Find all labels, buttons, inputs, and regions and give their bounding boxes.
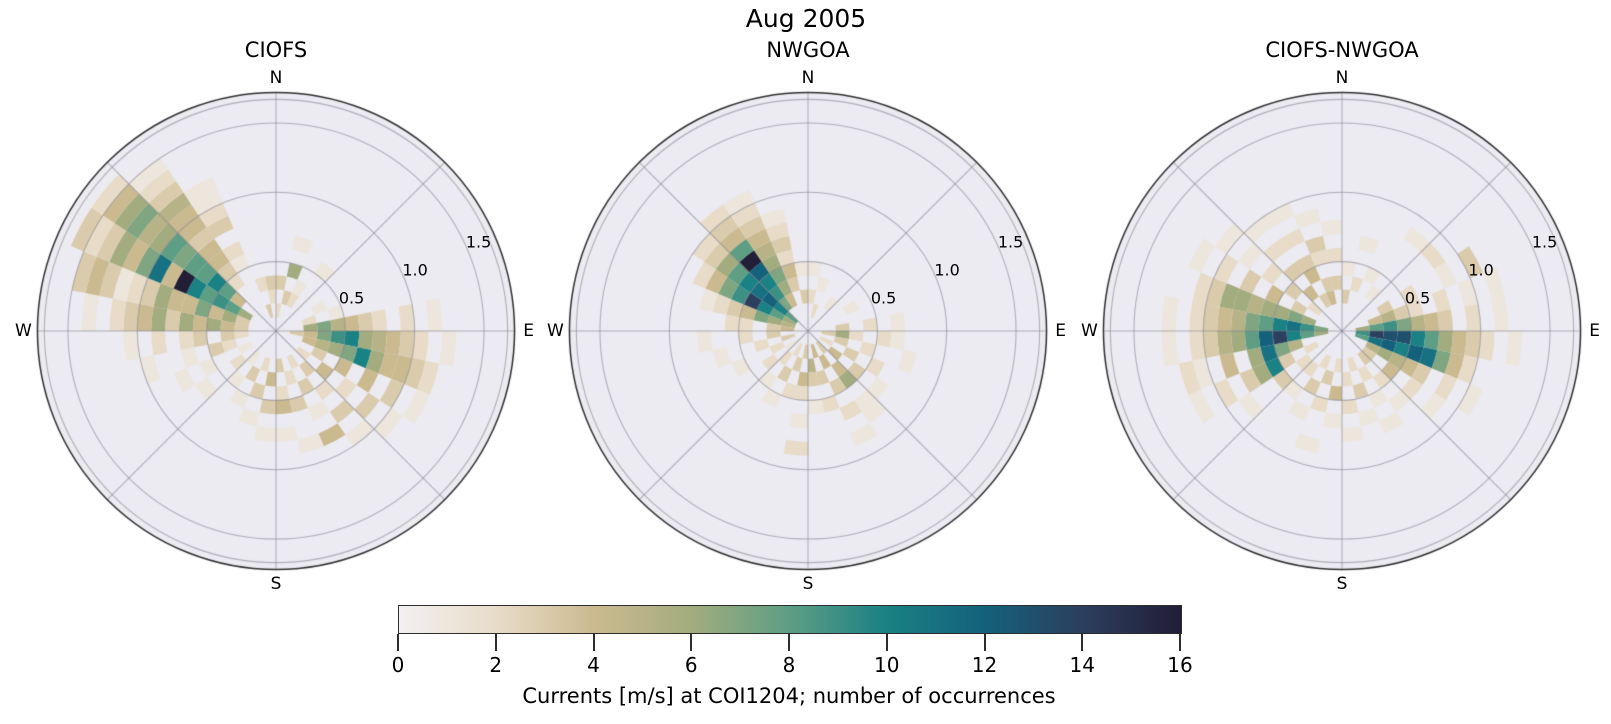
figure-title: Aug 2005 <box>745 4 867 33</box>
cardinal-label-w-1: W <box>547 321 564 341</box>
radial-tick-label-1-1: 1.0 <box>934 260 960 280</box>
cardinal-label-n-1: N <box>801 68 815 89</box>
colorbar-tick-6 <box>983 634 986 651</box>
colorbar-tick-label-3: 6 <box>684 653 698 677</box>
cardinal-label-n-2: N <box>1335 68 1349 89</box>
colorbar-tick-label-4: 8 <box>782 653 796 677</box>
subplot-title-2: CIOFS-NWGOA <box>1265 38 1419 62</box>
cardinal-label-s-2: S <box>1336 573 1348 594</box>
colorbar-label: Currents [m/s] at COI1204; number of occ… <box>522 684 1056 708</box>
colorbar-tick-5 <box>885 634 888 651</box>
colorbar-tick-0 <box>397 634 399 651</box>
colorbar-tick-1 <box>494 634 497 651</box>
polar-plot-2 <box>1092 81 1592 581</box>
cardinal-label-e-0: E <box>523 321 534 341</box>
cardinal-label-e-2: E <box>1589 321 1600 341</box>
colorbar-tick-8 <box>1179 634 1181 651</box>
radial-tick-label-2-0: 0.5 <box>1404 288 1431 308</box>
colorbar-tick-label-1: 2 <box>489 653 503 677</box>
radial-tick-label-0-1: 1.0 <box>402 260 428 280</box>
cardinal-label-s-0: S <box>270 573 282 594</box>
radial-tick-label-0-2: 1.5 <box>465 232 492 252</box>
colorbar-tick-7 <box>1081 634 1084 651</box>
colorbar-tick-label-6: 12 <box>971 653 998 677</box>
radial-tick-label-0-0: 0.5 <box>338 288 365 308</box>
radial-tick-label-2-1: 1.0 <box>1468 260 1494 280</box>
polar-plot-1 <box>558 81 1058 581</box>
cardinal-label-w-2: W <box>1081 321 1098 341</box>
radial-tick-label-1-0: 0.5 <box>870 288 897 308</box>
cardinal-label-n-0: N <box>269 68 283 89</box>
colorbar-tick-label-8: 16 <box>1167 653 1193 677</box>
colorbar-tick-label-5: 10 <box>874 653 900 677</box>
radial-tick-label-1-2: 1.5 <box>997 232 1024 252</box>
cardinal-label-e-1: E <box>1055 321 1066 341</box>
cardinal-label-w-0: W <box>15 321 32 341</box>
polar-plot-0 <box>26 81 526 581</box>
subplot-title-1: NWGOA <box>766 38 850 62</box>
colorbar-tick-label-0: 0 <box>391 653 405 677</box>
colorbar <box>398 605 1182 634</box>
colorbar-tick-label-7: 14 <box>1069 653 1095 677</box>
colorbar-tick-4 <box>788 634 790 651</box>
colorbar-tick-label-2: 4 <box>587 653 600 677</box>
radial-tick-label-2-2: 1.5 <box>1531 232 1558 252</box>
colorbar-tick-3 <box>690 634 693 651</box>
cardinal-label-s-1: S <box>802 573 814 594</box>
colorbar-tick-2 <box>592 634 595 651</box>
subplot-title-0: CIOFS <box>244 38 308 62</box>
